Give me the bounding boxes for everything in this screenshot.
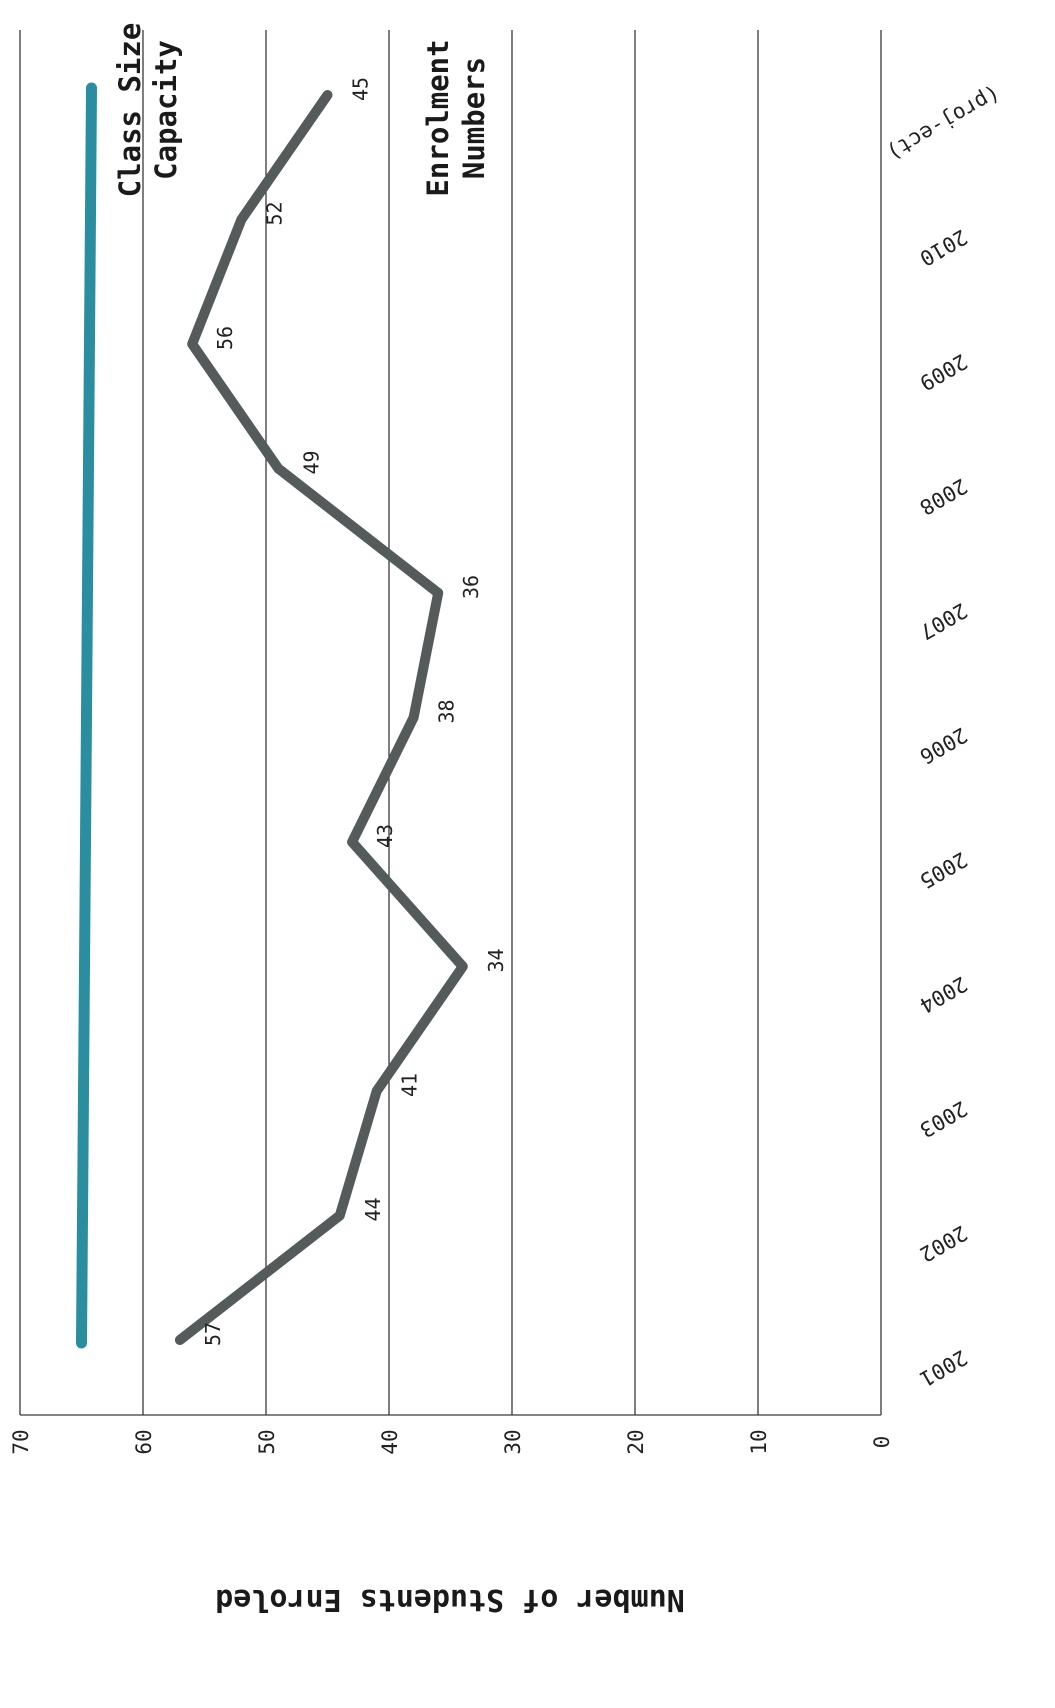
y-axis-title: Number of Students Enroled <box>215 1582 685 1617</box>
y-tick-label: 0 <box>870 1436 894 1449</box>
data-label: 36 <box>459 575 483 599</box>
grid-layer <box>19 30 882 1416</box>
y-tick-label: 50 <box>255 1429 279 1454</box>
category-tick-label: 2002 <box>916 1221 972 1267</box>
series-line-enrolment-numbers <box>174 90 468 1345</box>
data-label: 38 <box>435 699 459 723</box>
category-tick-label: 2008 <box>916 474 972 520</box>
y-tick-label: 10 <box>747 1429 771 1454</box>
data-label: 43 <box>373 824 397 848</box>
y-tick-label: 40 <box>378 1429 402 1454</box>
data-label: 49 <box>299 450 323 474</box>
data-label: 44 <box>361 1197 385 1221</box>
data-label: 57 <box>201 1322 225 1346</box>
category-tick-label: 2004 <box>916 972 972 1018</box>
y-tick-label: 30 <box>501 1429 525 1454</box>
category-tick-label: 2003 <box>916 1096 972 1142</box>
category-tick-label: 2010 <box>916 225 972 271</box>
category-tick-label: 2007 <box>916 598 972 644</box>
category-tick-label: 2006 <box>916 723 972 769</box>
series-layer <box>76 82 468 1349</box>
y-tick-label: 60 <box>132 1429 156 1454</box>
series-name-class-size-capacity-line-1: Class Size <box>113 23 147 198</box>
category-tick-label: 2009 <box>916 349 972 395</box>
data-label: 34 <box>484 948 508 972</box>
label-layer: 57 44 41 34 43 38 36 49 56 52 45 Class Size Capacity… <box>113 23 508 1346</box>
category-tick-label: 2005 <box>916 847 972 893</box>
y-tick-label: 20 <box>624 1429 648 1454</box>
y-tick-label: 70 <box>9 1429 33 1454</box>
series-name-enrolment-numbers-line-2: Numbers <box>457 57 491 179</box>
series-name-class-size-capacity-line-2: Capacity <box>149 40 183 180</box>
series-name-enrolment-numbers-line-1: Enrolment <box>421 39 455 196</box>
data-label: 56 <box>213 326 237 350</box>
data-label: 45 <box>349 77 373 101</box>
series-line-class-size-capacity <box>76 82 97 1349</box>
data-label: 41 <box>398 1073 422 1097</box>
data-label: 52 <box>262 201 286 225</box>
category-tick-label: (proj-ect) <box>883 81 1004 165</box>
category-tick-label: 2001 <box>916 1345 972 1391</box>
tick-layer: 0 10 20 30 40 50 60 70 2001 2002 2003 2004 2005 2006 2… <box>9 81 1004 1455</box>
